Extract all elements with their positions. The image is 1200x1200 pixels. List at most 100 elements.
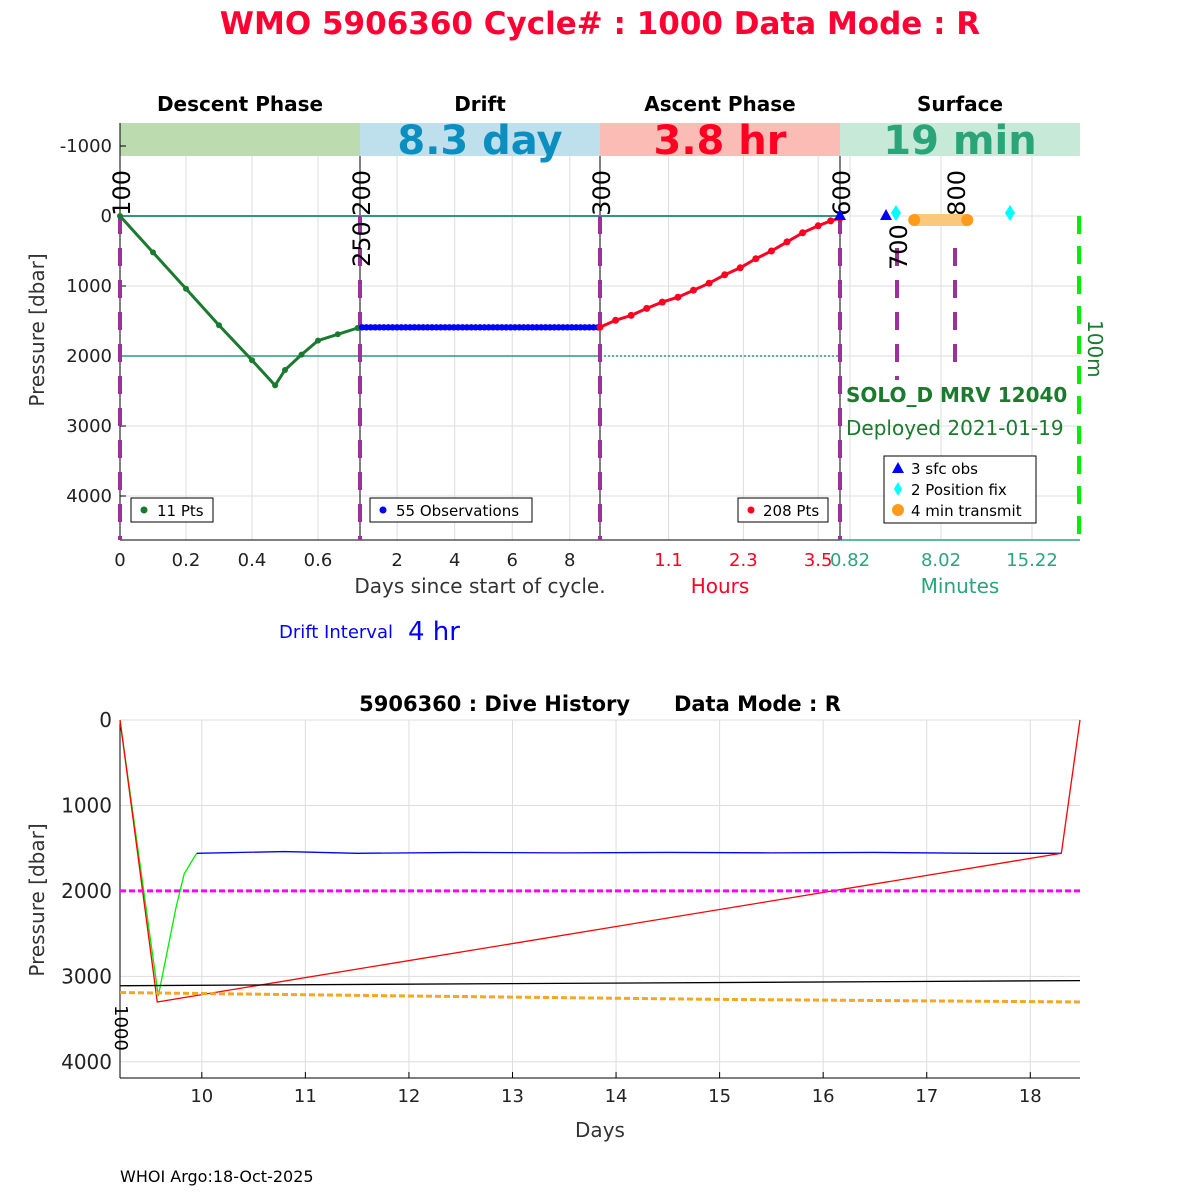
x-axis-label-hours: Hours (691, 574, 750, 598)
x-tick-label: 2.3 (729, 550, 758, 571)
legend-marker (747, 506, 755, 514)
x-axis-label-minutes: Minutes (921, 574, 1000, 598)
x-tick-label: 13 (501, 1086, 524, 1107)
x-tick-label: 0.2 (172, 550, 201, 571)
ascent-point (799, 229, 807, 237)
ascent-point (705, 279, 713, 287)
marker-label: 1000 (110, 1005, 131, 1051)
marker-label: 300 (588, 170, 616, 216)
legend-text: 55 Observations (396, 502, 519, 520)
legend-marker (140, 506, 148, 514)
y-tick-label: 0 (99, 708, 112, 732)
ascent-point (658, 298, 666, 306)
descent-point (315, 337, 321, 344)
y-tick-label: 1000 (66, 276, 112, 297)
depth-label: 100m (1083, 320, 1107, 378)
legend-text: 11 Pts (157, 502, 204, 520)
x-tick-label: 10 (190, 1086, 213, 1107)
series-ascent-descent-red (119, 719, 1081, 1003)
series-descent (119, 719, 198, 997)
x-tick-label: 11 (294, 1086, 317, 1107)
legend-text: 3 sfc obs (911, 460, 978, 478)
transmit-point (908, 214, 921, 226)
x-tick-label: 3.5 (804, 550, 833, 571)
phase-duration: 3.8 hr (654, 118, 787, 164)
marker-label: 200 (348, 170, 376, 216)
ascent-point (736, 264, 744, 272)
ascent-point (643, 304, 651, 312)
ascent-point (814, 222, 822, 230)
descent-point (282, 367, 288, 373)
y-tick-label: 1000 (61, 793, 112, 817)
legend-marker (894, 482, 902, 496)
y-tick-label: 3000 (66, 416, 112, 437)
drift-interval-value: 4 hr (408, 617, 460, 647)
drift-interval-label: Drift Interval (279, 622, 393, 643)
descent-point (334, 331, 341, 338)
ascent-point (690, 286, 698, 294)
marker-label: 800 (943, 170, 971, 216)
marker-label: 600 (828, 170, 856, 216)
ascent-point (627, 311, 635, 319)
transmit-point (961, 214, 974, 226)
series-drift (196, 850, 1062, 854)
y-tick-label: 4000 (66, 486, 112, 507)
chart-title: 5906360 : Dive History Data Mode : R (359, 692, 841, 716)
x-tick-label: 0.6 (304, 550, 333, 571)
marker-label: 250 (348, 221, 376, 267)
x-tick-label: 6 (507, 550, 518, 571)
phase-banner (600, 123, 840, 156)
ascent-point (721, 271, 729, 279)
x-tick-label: 12 (397, 1086, 420, 1107)
y-tick-label: 2000 (66, 346, 112, 367)
x-tick-label: 17 (915, 1086, 938, 1107)
phase-title: Descent Phase (157, 92, 323, 116)
phase-title: Surface (917, 92, 1003, 116)
ascent-point (783, 238, 791, 246)
ascent-point (674, 293, 682, 301)
x-tick-label: 0.82 (830, 550, 870, 571)
ascent-point (752, 255, 760, 263)
phase-title: Drift (454, 92, 506, 116)
deployed-date: Deployed 2021-01-19 (846, 416, 1064, 440)
x-tick-label: 2 (391, 550, 402, 571)
x-tick-label: 1.1 (654, 550, 683, 571)
y-tick-label: -1000 (60, 136, 112, 157)
y-tick-label: 4000 (61, 1050, 112, 1074)
sfc-obs-marker (834, 209, 846, 220)
series-bottom-black (119, 979, 1081, 987)
legend-marker (379, 506, 387, 514)
descent-point (150, 249, 156, 256)
x-tick-label: 14 (605, 1086, 628, 1107)
position-fix-marker (891, 205, 901, 221)
footer: WHOI Argo:18-Oct-2025 (120, 1167, 314, 1186)
legend-marker (892, 504, 904, 516)
x-tick-label: 18 (1019, 1086, 1042, 1107)
descent-point (249, 357, 255, 364)
phase-banner (840, 123, 1080, 156)
phase-duration: 19 min (883, 118, 1036, 164)
ascent-point (767, 247, 775, 255)
sfc-obs-marker (880, 209, 892, 220)
legend-text: 208 Pts (763, 502, 819, 520)
marker-label: 100 (108, 170, 136, 216)
phase-duration: 8.3 day (397, 118, 562, 164)
position-fix-marker (1005, 205, 1015, 221)
x-tick-label: 8.02 (921, 550, 961, 571)
phase-title: Ascent Phase (644, 92, 795, 116)
descent-point (216, 322, 222, 329)
y-tick-label: 2000 (61, 879, 112, 903)
ascent-point (596, 323, 604, 331)
descent-line (118, 214, 359, 388)
phase-banner (360, 123, 600, 156)
x-tick-label: 15.22 (1006, 550, 1058, 571)
y-axis-label: Pressure [dbar] (25, 823, 49, 976)
legend-box (369, 497, 533, 523)
x-tick-label: 15 (708, 1086, 731, 1107)
descent-point (298, 351, 305, 358)
float-name: SOLO_D MRV 12040 (846, 383, 1067, 407)
x-axis-label: Days (575, 1118, 625, 1142)
